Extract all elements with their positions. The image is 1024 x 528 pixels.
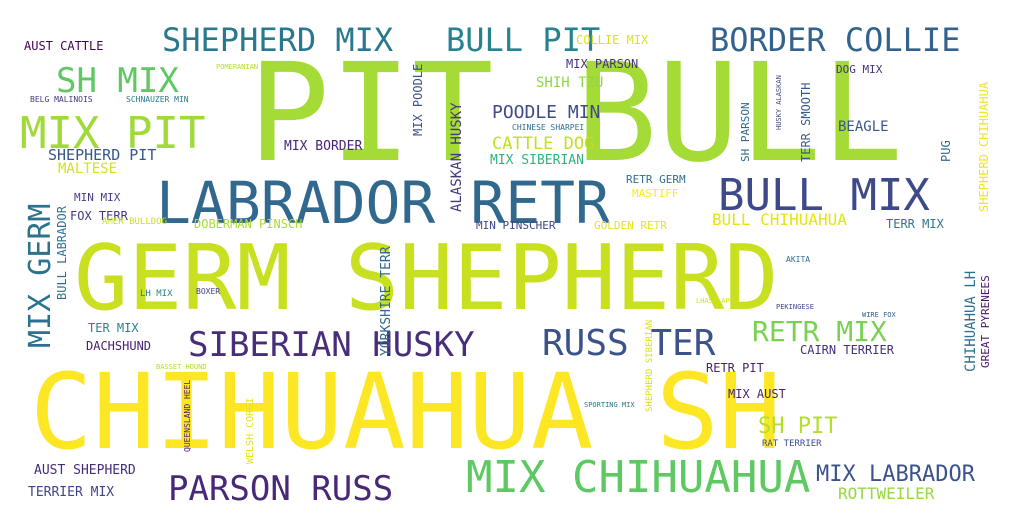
word-maltese: MALTESE [58, 161, 118, 177]
word-shepherd-siberian: SHEPHERD SIBERIAN [645, 319, 655, 412]
word-pug: PUG [939, 140, 953, 162]
word-belg-malinois: BELG MALINOIS [30, 95, 93, 104]
word-mastiff: MASTIFF [632, 187, 679, 200]
word-shepherd-pit: SHEPHERD PIT [48, 146, 157, 164]
word-pit-bull: PIT BULL [248, 35, 904, 193]
word-lhasa-apso: LHASA APSO [696, 297, 739, 305]
word-min-pinscher: MIN PINSCHER [476, 219, 556, 232]
word-mix-parson: MIX PARSON [566, 57, 639, 71]
word-collie-mix: COLLIE MIX [576, 33, 649, 47]
word-sh-pit: SH PIT [758, 414, 838, 439]
word-russ-ter: RUSS TER [542, 323, 716, 364]
word-fox-terr: FOX TERR [70, 209, 128, 223]
word-sh-mix: SH MIX [56, 61, 179, 101]
word-terr-mix: TERR MIX [886, 217, 944, 231]
word-amer-bulldog: AMER BULLDOG [102, 217, 168, 227]
word-retr-germ: RETR GERM [626, 173, 686, 186]
word-queensland-heel: QUEENSLAND HEEL [183, 379, 192, 452]
word-rat-terrier: RAT TERRIER [762, 439, 822, 449]
word-aust-shepherd: AUST SHEPHERD [34, 463, 136, 478]
word-mix-labrador: MIX LABRADOR [816, 462, 975, 487]
word-wire-fox: WIRE FOX [862, 311, 896, 319]
word-bull-chihuahua: BULL CHIHUAHUA [712, 210, 847, 229]
word-boxer: BOXER [196, 287, 221, 296]
word-pomeranian: POMERANIAN [216, 63, 259, 71]
word-cairn-terrier: CAIRN TERRIER [800, 343, 894, 357]
word-parson-russ: PARSON RUSS [168, 469, 394, 509]
word-chihuahua-sh: CHIHUAHUA SH [30, 351, 782, 473]
word-doberman-pinsch: DOBERMAN PINSCH [194, 217, 303, 231]
word-bull-pit: BULL PIT [446, 21, 601, 59]
word-mix-pit: MIX PIT [20, 108, 206, 159]
word-golden-retr: GOLDEN RETR [594, 219, 667, 232]
word-rottweiler: ROTTWEILER [838, 484, 935, 503]
word-poodle-min: POODLE MIN [492, 102, 601, 123]
word-dog-mix: DOG MIX [836, 63, 883, 76]
word-ter-mix: TER MIX [88, 321, 139, 335]
word-mix-germ: MIX GERM [23, 203, 58, 349]
word-mix-poodle: MIX POODLE [411, 63, 425, 136]
word-husky-alaskan: HUSKY ALASKAN [775, 75, 783, 130]
word-shih-tzu: SHIH TZU [536, 75, 604, 91]
word-dachshund: DACHSHUND [86, 339, 152, 353]
word-aust-cattle: AUST CATTLE [24, 39, 104, 53]
word-min-mix: MIN MIX [74, 191, 121, 204]
word-shepherd-mix: SHEPHERD MIX [162, 21, 394, 59]
word-akita: AKITA [786, 255, 811, 264]
word-labrador-retr: LABRADOR RETR [156, 169, 610, 237]
word-schnauzer-min: SCHNAUZER MIN [126, 95, 189, 104]
word-border-collie: BORDER COLLIE [710, 21, 961, 59]
word-great-pyrenees: GREAT PYRENEES [979, 275, 992, 368]
word-mix-chihuahua: MIX CHIHUAHUA [466, 452, 811, 503]
word-mix-aust: MIX AUST [728, 387, 786, 401]
word-welsh-corgi: WELSH CORGI [245, 397, 256, 464]
word-beagle: BEAGLE [838, 119, 889, 135]
word-retr-mix: RETR MIX [752, 315, 887, 348]
word-shepherd-chihuahua: SHEPHERD CHIHUAHUA [977, 81, 991, 212]
word-basset-hound: BASSET HOUND [156, 363, 207, 371]
word-bull-mix: BULL MIX [718, 170, 930, 221]
word-retr-pit: RETR PIT [706, 361, 764, 375]
word-chihuahua-lh: CHIHUAHUA LH [963, 270, 979, 372]
word-sh-parson: SH PARSON [739, 102, 752, 162]
word-chinese-sharpei: CHINESE SHARPEI [512, 123, 585, 132]
word-cattle-dog: CATTLE DOG [492, 134, 595, 154]
word-mix-siberian: MIX SIBERIAN [490, 153, 584, 168]
word-mix-border: MIX BORDER [284, 139, 363, 154]
word-cloud: PIT BULL GERM SHEPHERD CHIHUAHUA SH LABR… [16, 12, 996, 512]
word-terrier-mix: TERRIER MIX [28, 485, 115, 500]
word-lh-mix: LH MIX [140, 289, 173, 299]
word-bull-labrador: BULL LABRADOR [55, 206, 69, 300]
word-germ-shepherd: GERM SHEPHERD [74, 226, 779, 331]
word-alaskan-husky: ALASKAN HUSKY [449, 102, 465, 212]
word-yorkshire-terr: YORKSHIRE TERR [379, 246, 394, 356]
word-sporting-mix: SPORTING MIX [584, 401, 635, 409]
word-siberian-husky: SIBERIAN HUSKY [188, 325, 475, 365]
word-terr-smooth: TERR SMOOTH [799, 82, 813, 162]
word-pekingese: PEKINGESE [776, 303, 814, 311]
